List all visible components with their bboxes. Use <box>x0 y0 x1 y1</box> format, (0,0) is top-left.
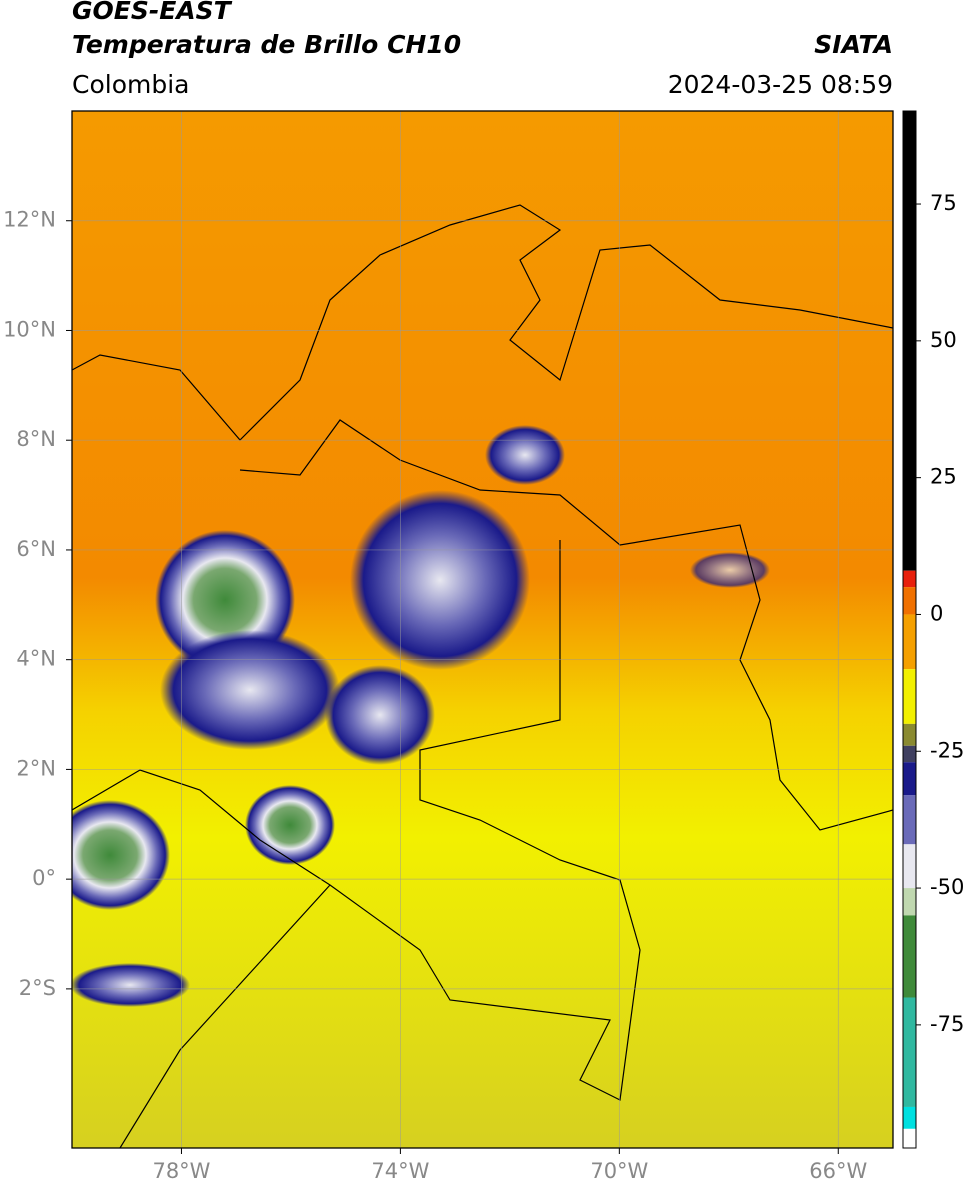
colorbar-tick-label: -25 <box>930 738 964 762</box>
cloud <box>245 785 335 865</box>
colorbar-tick-label: 0 <box>930 601 943 625</box>
colorbar-segment <box>903 111 916 571</box>
cloud <box>325 665 435 765</box>
colorbar-segment <box>903 762 916 796</box>
colorbar-frame <box>902 110 917 1149</box>
colorbar-segment <box>903 669 916 724</box>
map-frame <box>71 110 894 1149</box>
x-tick-label: 78°W <box>152 1159 210 1183</box>
y-tick-label: 12°N <box>3 208 56 232</box>
region: Colombia <box>72 70 189 99</box>
borders <box>72 419 893 1148</box>
x-tick-label: 66°W <box>809 1159 867 1183</box>
y-tick-label: 10°N <box>3 317 56 341</box>
colorbar-segment <box>903 888 916 916</box>
x-tick-label: 70°W <box>590 1159 648 1183</box>
colorbar-tick-label: -50 <box>930 875 964 899</box>
source: SIATA <box>814 30 893 59</box>
x-tick-label: 74°W <box>371 1159 429 1183</box>
colorbar-segment <box>903 1106 916 1129</box>
colorbar-segment <box>903 587 916 615</box>
y-tick-label: 8°N <box>16 427 56 451</box>
cloud <box>485 425 565 485</box>
colorbar-tick-label: 75 <box>930 191 957 215</box>
y-tick-label: 4°N <box>16 647 56 671</box>
colorbar-segment <box>903 1128 916 1148</box>
map-image <box>72 111 893 1148</box>
cloud <box>72 963 190 1007</box>
y-tick-label: 6°N <box>16 537 56 561</box>
colorbar-segment <box>903 614 916 670</box>
y-tick-label: 2°S <box>19 976 56 1000</box>
title: GOES-EAST <box>72 0 233 25</box>
cloud <box>350 490 530 670</box>
colorbar-tick-label: -75 <box>930 1012 964 1036</box>
cloud <box>72 800 170 910</box>
colorbar-segment <box>903 723 916 746</box>
cloud <box>160 630 340 750</box>
subtitle: Temperatura de Brillo CH10 <box>72 30 461 59</box>
y-tick-label: 0° <box>32 866 56 890</box>
datetime: 2024-03-25 08:59 <box>668 70 893 99</box>
colorbar-segment <box>903 795 916 845</box>
cloud <box>690 552 770 588</box>
colorbar-tick-label: 25 <box>930 465 957 489</box>
colorbar-tick-label: 50 <box>930 328 957 352</box>
colorbar-segment <box>903 997 916 1107</box>
colorbar-segment <box>903 570 916 588</box>
y-tick-label: 2°N <box>16 756 56 780</box>
colorbar-segment <box>903 844 916 889</box>
colorbar-segment <box>903 745 916 763</box>
colorbar-segment <box>903 915 916 998</box>
